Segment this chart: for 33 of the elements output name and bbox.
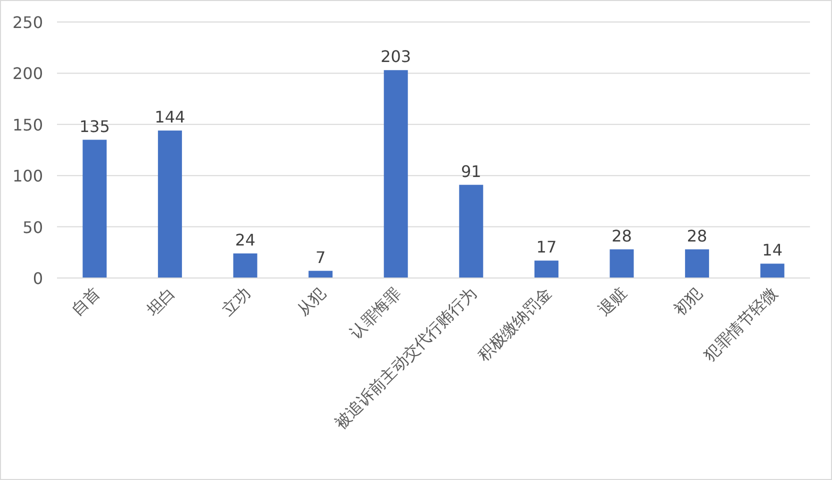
data-label: 135 (79, 116, 110, 136)
x-tick-label: 初犯 (670, 283, 706, 320)
x-tick-label: 从犯 (293, 283, 330, 320)
data-label: 144 (154, 108, 186, 127)
bar (610, 249, 634, 278)
data-label: 203 (380, 47, 412, 66)
bar (158, 130, 182, 278)
y-tick-label: 250 (12, 13, 43, 32)
data-label: 7 (315, 248, 326, 267)
x-tick-label: 退赃 (594, 283, 631, 320)
x-tick-label: 坦白 (142, 283, 179, 320)
x-tick-label: 自首 (67, 283, 104, 320)
bar (760, 264, 784, 278)
bar (82, 140, 107, 278)
bar (308, 270, 333, 278)
x-tick-label: 立功 (218, 283, 254, 320)
bar (534, 260, 558, 278)
data-label: 28 (686, 226, 708, 246)
data-label: 14 (762, 240, 783, 260)
bar (685, 249, 710, 278)
y-tick-label: 0 (32, 269, 43, 288)
x-tick-label: 认罪悔罪 (346, 283, 405, 342)
y-tick-label: 200 (12, 64, 43, 84)
bar (384, 70, 408, 278)
bar (233, 253, 258, 278)
data-label: 24 (235, 230, 256, 250)
y-tick-label: 150 (12, 115, 43, 134)
y-tick-label: 50 (22, 218, 43, 237)
data-label: 28 (612, 226, 632, 246)
data-label: 91 (460, 162, 482, 181)
data-label: 17 (536, 238, 557, 257)
y-tick-label: 100 (12, 166, 43, 186)
bar (459, 184, 484, 278)
